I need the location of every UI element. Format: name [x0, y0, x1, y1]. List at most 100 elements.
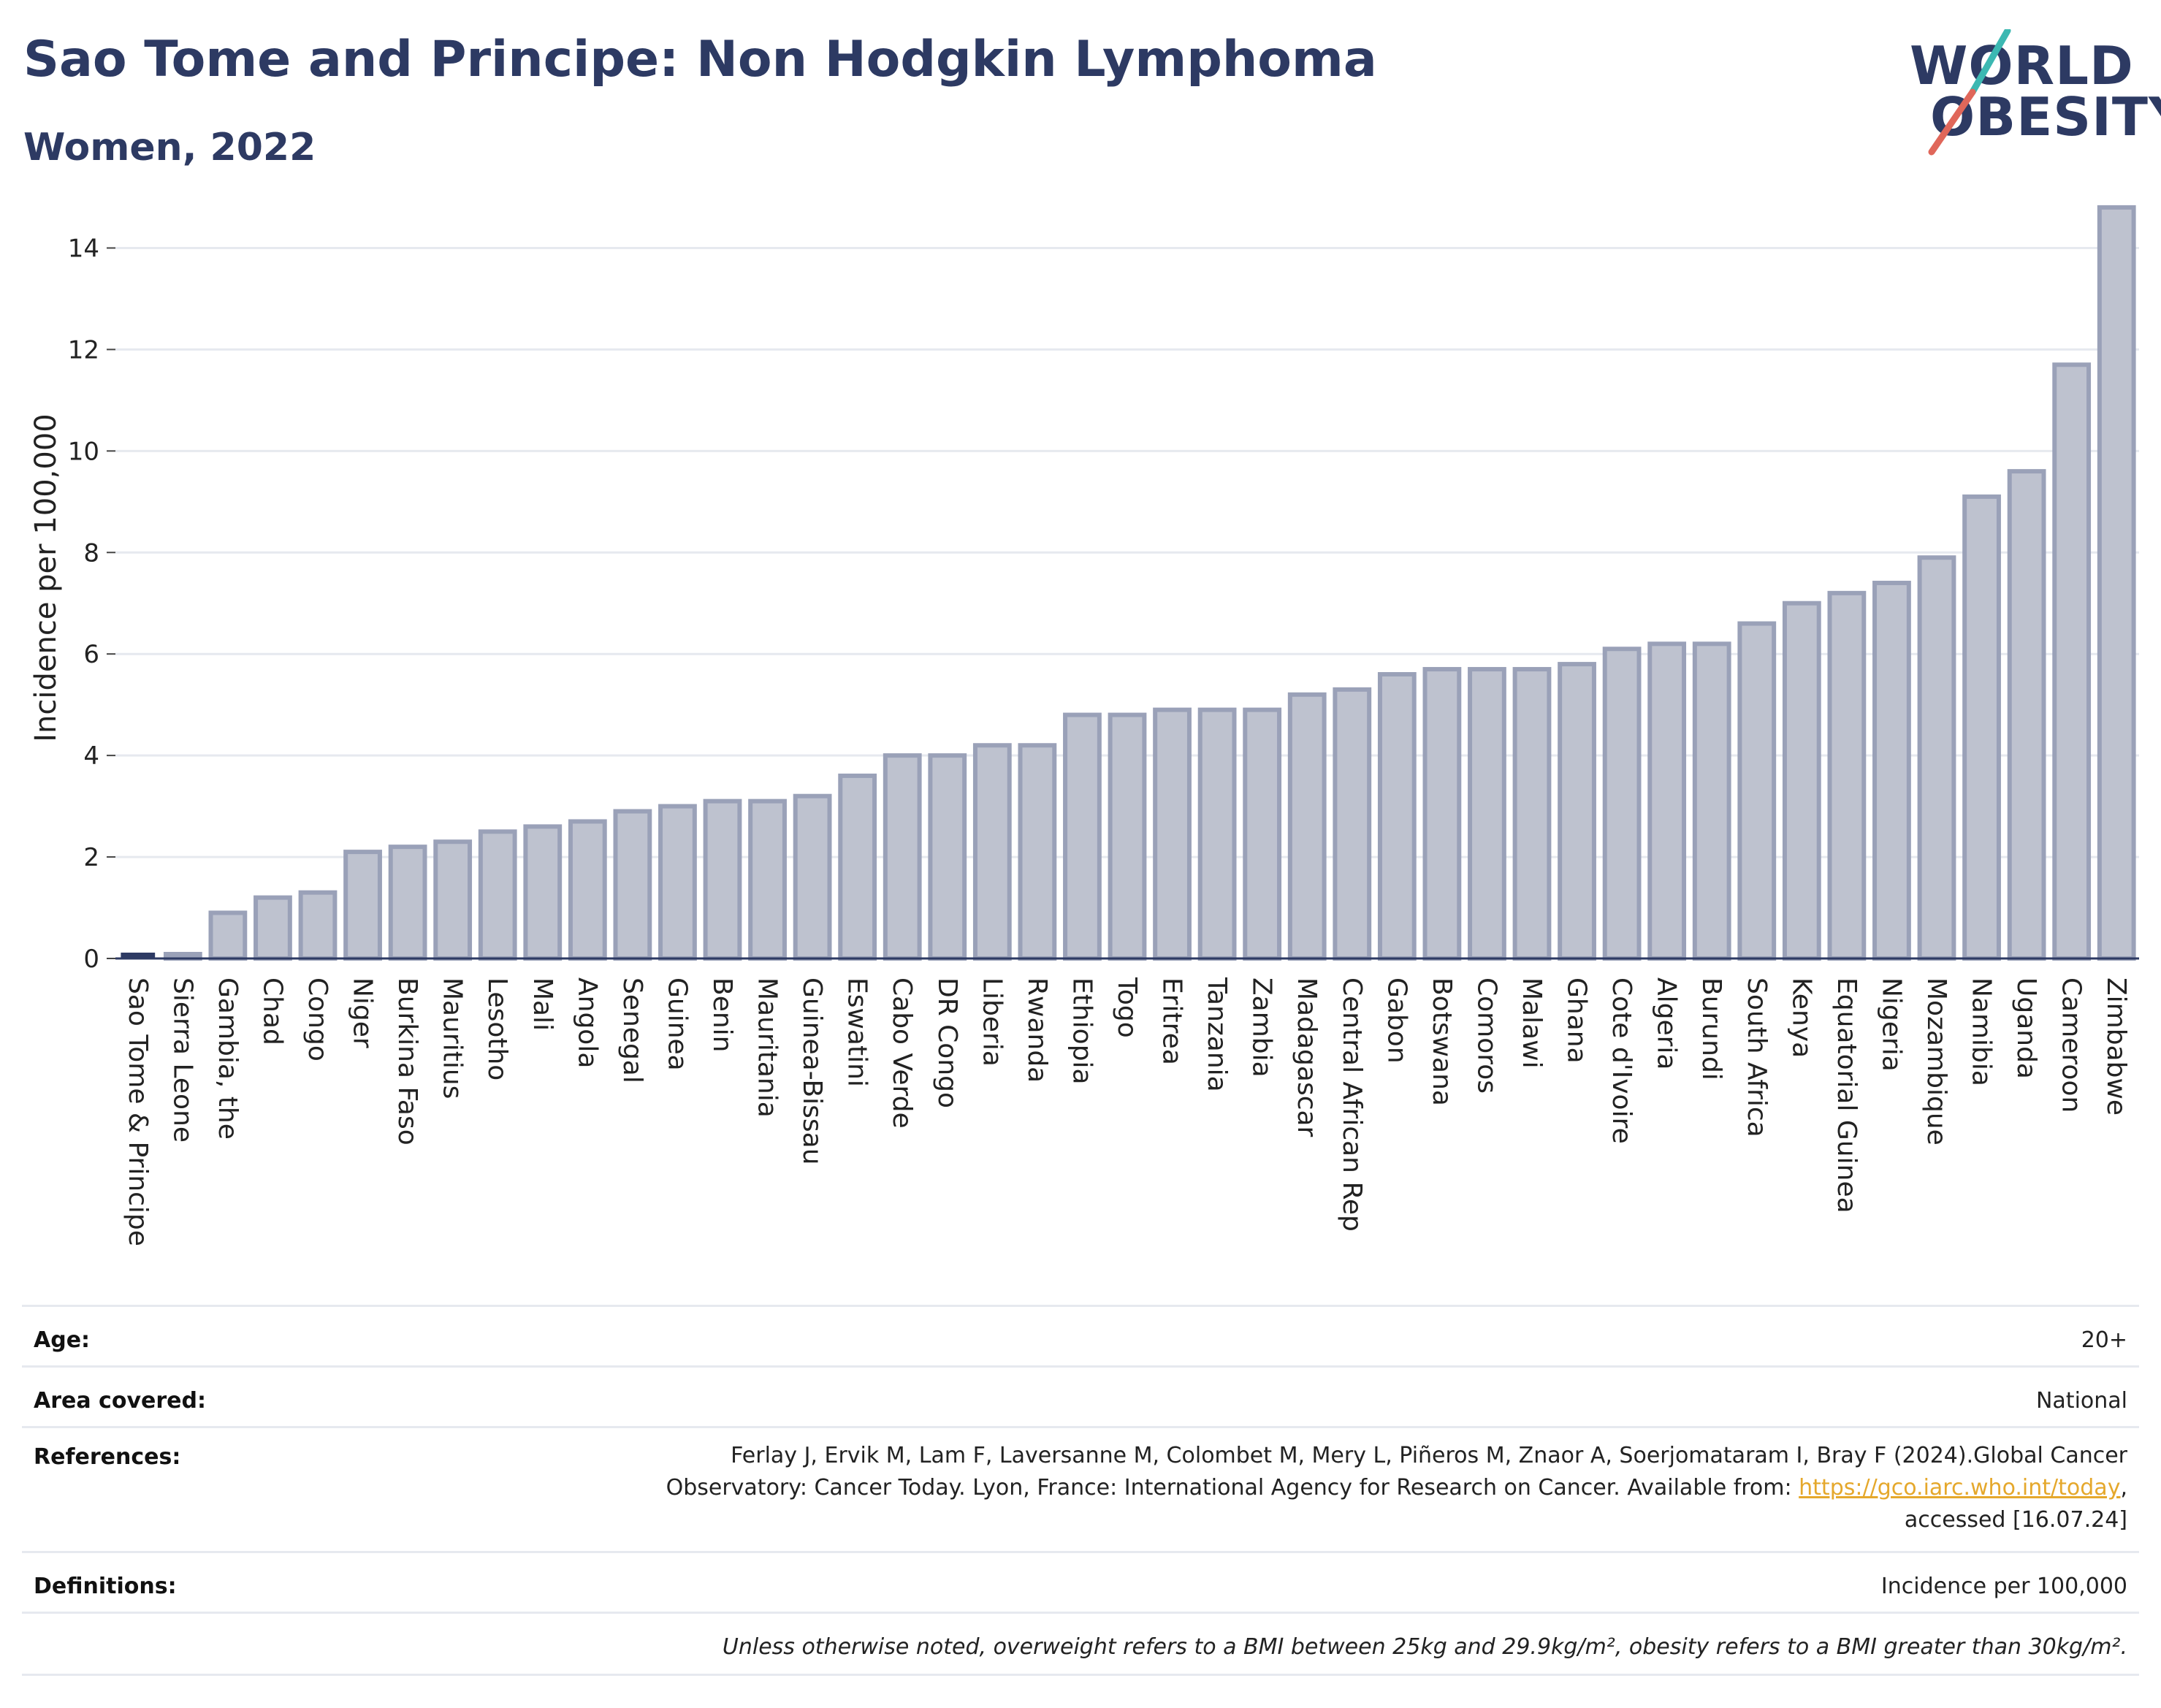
references-line-2-text: Observatory: Cancer Today. Lyon, France:… [666, 1475, 1799, 1501]
bar [208, 910, 248, 961]
bar [1243, 707, 1282, 961]
x-tick-label: Chad [257, 977, 287, 1045]
bar [1108, 712, 1147, 961]
references-line-2-end: , [2120, 1475, 2127, 1501]
x-tick-label: Comoros [1471, 977, 1501, 1094]
x-tick-label: Eritrea [1157, 977, 1187, 1065]
footer-row-age: Age: 20+ [22, 1305, 2139, 1365]
x-tick-label: Mauritania [752, 977, 782, 1118]
x-tick-label: Eswatini [842, 977, 872, 1087]
bar [254, 895, 292, 961]
x-tick-label: Cote d'Ivoire [1607, 977, 1636, 1144]
bar-chart: 0 2 4 6 8 10 12 14 Incidence per 100,000 Sao Tome… [29, 205, 2139, 1246]
x-tick-label: Zambia [1247, 977, 1277, 1078]
y-tick-label: 6 [83, 640, 99, 669]
bar [478, 829, 517, 961]
y-tick-label: 8 [83, 538, 99, 568]
x-tick-label: Liberia [977, 977, 1007, 1067]
bar [433, 839, 473, 961]
references-line-2: Observatory: Cancer Today. Lyon, France:… [666, 1472, 2127, 1504]
x-tick-label: Ethiopia [1067, 977, 1097, 1085]
bar [703, 798, 742, 961]
area-label: Area covered: [34, 1388, 206, 1414]
references-text: Ferlay J, Ervik M, Lam F, Laversanne M, … [666, 1440, 2127, 1536]
references-link[interactable]: https://gco.iarc.who.int/today [1799, 1475, 2121, 1501]
bar [1962, 494, 2001, 961]
x-tick-label: Gabon [1381, 977, 1411, 1064]
y-tick-label: 0 [83, 945, 99, 974]
x-tick-label: Kenya [1786, 977, 1816, 1058]
definitions-label: Definitions: [34, 1574, 177, 1599]
bar [1827, 590, 1867, 961]
x-tick-label: Tanzania [1202, 977, 1232, 1092]
bar [1063, 712, 1102, 961]
bar [1422, 667, 1462, 961]
x-tick-label: Gambia, the [213, 977, 243, 1140]
bar [1153, 707, 1192, 961]
definitions-value: Incidence per 100,000 [1880, 1574, 2127, 1599]
page-title: Sao Tome and Principe: Non Hodgkin Lymph… [23, 31, 1377, 88]
bar [658, 804, 697, 961]
x-tick-label: DR Congo [932, 977, 962, 1108]
age-label: Age: [34, 1327, 91, 1353]
x-tick-label: Cabo Verde [887, 977, 917, 1129]
y-tick-label: 2 [83, 843, 99, 872]
bar [613, 809, 652, 961]
x-tick-label: Sao Tome & Principe [123, 977, 153, 1246]
x-tick-label: Angola [572, 977, 602, 1068]
x-tick-label: Guinea-Bissau [797, 977, 827, 1165]
x-tick-label: Nigeria [1876, 977, 1906, 1072]
age-value: 20+ [2081, 1327, 2127, 1353]
x-tick-label: Algeria [1652, 977, 1682, 1070]
bar [1333, 687, 1372, 961]
bar [1602, 647, 1642, 961]
bar [1647, 641, 1687, 961]
bar [1512, 667, 1552, 961]
x-tick-label: Niger [348, 977, 378, 1048]
references-line-3: accessed [16.07.24] [1904, 1507, 2127, 1533]
bar [523, 824, 563, 961]
bar [1737, 621, 1777, 961]
footer-row-area: Area covered: National [22, 1365, 2139, 1426]
bar-highlight [121, 953, 156, 958]
x-tick-label: South Africa [1742, 977, 1772, 1137]
footer-row-definitions: Definitions: Incidence per 100,000 [22, 1551, 2139, 1612]
bar [1197, 707, 1237, 961]
x-tick-label: Benin [707, 977, 737, 1052]
x-tick-label: Sierra Leone [167, 977, 197, 1143]
references-line-1: Ferlay J, Ervik M, Lam F, Laversanne M, … [731, 1443, 2127, 1468]
x-tick-label: Burundi [1696, 977, 1726, 1080]
bar [1377, 671, 1417, 961]
x-tick-label: Zimbabwe [2101, 977, 2131, 1116]
x-tick-label: Mali [527, 977, 557, 1031]
x-tick-label: Rwanda [1022, 977, 1052, 1083]
x-tick-label: Congo [302, 977, 332, 1061]
x-tick-label: Botswana [1427, 977, 1457, 1106]
y-tick-label: 12 [68, 335, 99, 365]
bar [1018, 743, 1057, 961]
bar [972, 743, 1012, 961]
bar [2097, 205, 2136, 961]
bar [1558, 662, 1596, 961]
y-tick-label: 14 [68, 234, 99, 263]
bar [1692, 641, 1731, 961]
world-obesity-logo[interactable]: WORLD OBESITY [1899, 29, 2161, 161]
chart-footer-table: Age: 20+ Area covered: National Referenc… [22, 1305, 2139, 1676]
bar [928, 753, 967, 961]
bar [388, 845, 427, 961]
footer-row-references: References: Ferlay J, Ervik M, Lam F, La… [22, 1426, 2139, 1551]
x-tick-label: Guinea [662, 977, 692, 1071]
references-label: References: [34, 1444, 181, 1470]
bar [1468, 667, 1506, 961]
bar [343, 850, 382, 961]
bar [1917, 555, 1956, 961]
bar [838, 773, 877, 961]
x-tick-label: Togo [1112, 977, 1142, 1038]
x-tick-label: Mauritius [438, 977, 468, 1099]
logo-slash-icon [1928, 29, 2011, 156]
x-tick-label: Senegal [617, 977, 647, 1083]
bmi-note: Unless otherwise noted, overweight refer… [722, 1634, 2127, 1660]
bar [793, 793, 832, 961]
bar [2007, 469, 2046, 961]
x-tick-label: Equatorial Guinea [1832, 977, 1861, 1213]
